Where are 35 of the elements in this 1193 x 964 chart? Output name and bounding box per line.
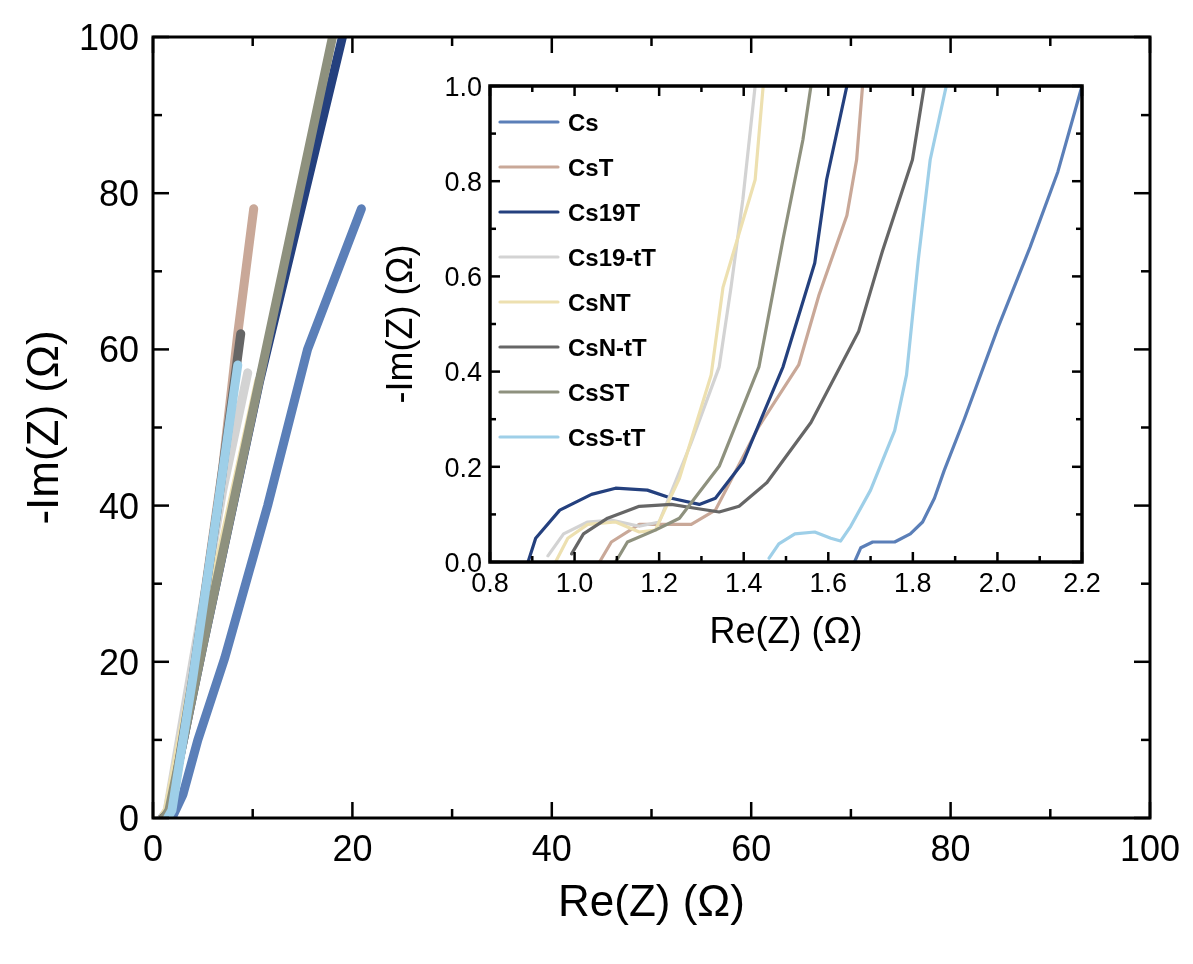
legend-label: Cs xyxy=(568,109,599,136)
y-tick-label: 0.4 xyxy=(444,357,482,388)
legend-label: CsNT xyxy=(568,289,632,316)
y-tick-label: 0.6 xyxy=(444,262,482,293)
x-tick-label: 40 xyxy=(531,827,572,869)
y-tick-label: 80 xyxy=(98,173,139,215)
x-tick-label: 1.4 xyxy=(724,567,763,598)
y-tick-label: 1.0 xyxy=(444,71,482,102)
legend-label: CsST xyxy=(568,379,630,406)
x-tick-label: 20 xyxy=(332,827,373,869)
y-tick-label: 60 xyxy=(98,329,139,371)
legend-label: CsT xyxy=(568,154,614,181)
x-axis-title: Re(Z) (Ω) xyxy=(558,876,745,926)
x-tick-label: 100 xyxy=(1119,827,1181,869)
x-tick-label: 2.2 xyxy=(1063,567,1101,598)
x-tick-label: 1.6 xyxy=(809,567,848,598)
y-tick-label: 100 xyxy=(78,16,139,58)
x-axis-title: Re(Z) (Ω) xyxy=(709,609,863,651)
y-tick-label: 0.2 xyxy=(444,452,482,483)
x-tick-label: 1.0 xyxy=(555,567,594,598)
x-tick-label: 1.8 xyxy=(894,567,932,598)
x-tick-label: 2.0 xyxy=(978,567,1017,598)
legend-label: Cs19T xyxy=(568,199,641,226)
y-tick-label: 0 xyxy=(118,797,139,839)
legend-label: CsS-tT xyxy=(568,424,646,451)
x-tick-label: 80 xyxy=(930,827,971,869)
y-tick-label: 0.8 xyxy=(444,166,482,197)
y-axis-title: -Im(Z) (Ω) xyxy=(18,330,67,525)
y-tick-label: 20 xyxy=(98,641,139,683)
x-tick-label: 60 xyxy=(731,827,772,869)
x-tick-label: 1.2 xyxy=(640,567,678,598)
y-tick-label: 40 xyxy=(98,485,139,527)
legend-label: Cs19-tT xyxy=(568,244,657,271)
legend-label: CsN-tT xyxy=(568,334,647,361)
y-axis-title: -Im(Z) (Ω) xyxy=(379,244,420,404)
